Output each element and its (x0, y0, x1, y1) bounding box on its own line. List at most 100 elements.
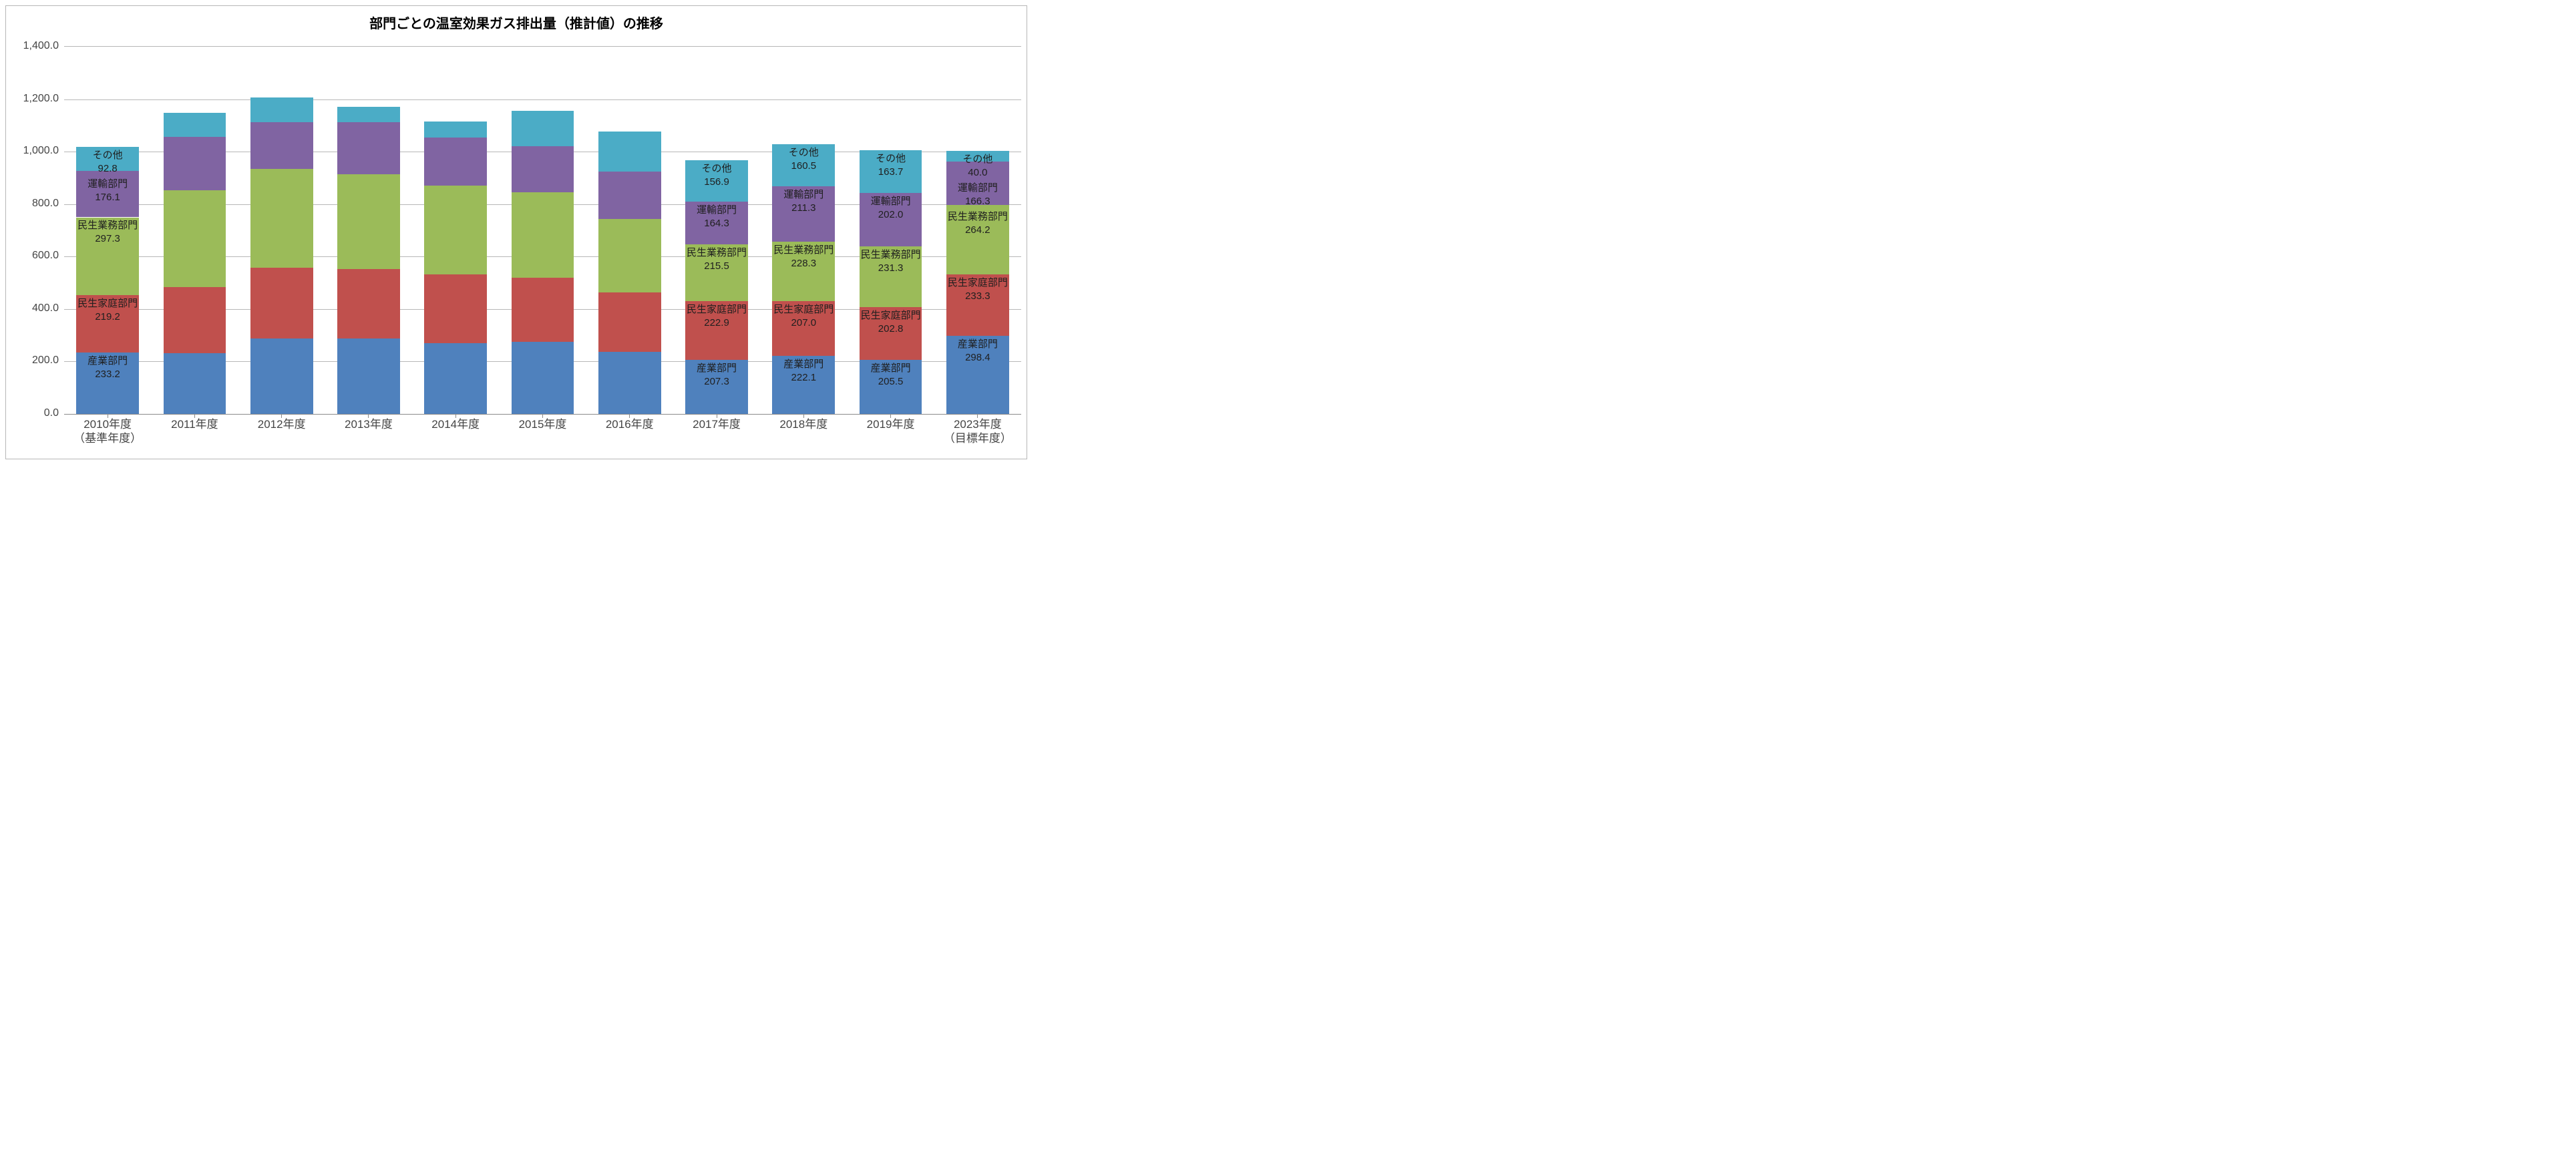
data-label-series-name: 運輸部門 (772, 188, 835, 202)
x-tick-label: 2023年度 （目標年度） (944, 417, 1012, 446)
data-label-series-name: 運輸部門 (685, 204, 748, 217)
x-tick-label: 2015年度 (519, 417, 567, 431)
bar-data-labels: その他156.9 運輸部門164.3 民生業務部門215.5 民生家庭部門222.9 産… (685, 47, 748, 414)
bar-segment (598, 352, 661, 415)
x-tick-label: 2014年度 (431, 417, 480, 431)
data-label-value: 222.1 (772, 371, 835, 385)
bar-segment (598, 219, 661, 292)
bar-segment (512, 146, 574, 193)
data-label-value: 205.5 (860, 375, 922, 389)
data-label-value: 233.2 (76, 368, 139, 381)
bar-segment (250, 169, 313, 268)
bar-segment (424, 138, 487, 186)
data-label-value: 231.3 (860, 262, 922, 275)
bar-segment (598, 292, 661, 351)
data-label-series-name: 民生業務部門 (76, 219, 139, 232)
plot-area: その他92.8運輸部門176.1民生業務部門297.3民生家庭部門219.2産業… (64, 46, 1021, 415)
data-label-value: 222.9 (685, 316, 748, 330)
bar-segment (250, 338, 313, 414)
bar-segment (250, 97, 313, 122)
y-tick-label: 600.0 (32, 250, 59, 262)
data-label-value: 156.9 (685, 176, 748, 189)
data-label-series-name: 民生家庭部門 (76, 297, 139, 310)
bar-segment (337, 107, 400, 123)
data-label-value: 298.4 (946, 351, 1009, 365)
y-tick-label: 1,000.0 (23, 145, 59, 157)
y-tick-label: 200.0 (32, 355, 59, 367)
x-tick-label: 2010年度 （基準年度） (73, 417, 142, 446)
bar-data-labels: その他92.8運輸部門176.1民生業務部門297.3民生家庭部門219.2産業… (76, 47, 139, 414)
x-tick-label: 2017年度 (693, 417, 741, 431)
data-label-series-name: 民生業務部門 (772, 244, 835, 257)
data-label-value: 166.3 (946, 195, 1009, 208)
bar-group (598, 47, 661, 414)
data-label-value: 211.3 (772, 202, 835, 215)
data-label-series-name: その他 (685, 162, 748, 176)
bar-segment (250, 122, 313, 169)
bar-group (424, 47, 487, 414)
data-label-series-name: 運輸部門 (860, 195, 922, 208)
data-label-value: 207.0 (772, 316, 835, 330)
bar-segment (512, 111, 574, 146)
data-label-series-name: 産業部門 (772, 358, 835, 371)
data-label-series-name: 産業部門 (860, 362, 922, 375)
data-label-value: 163.7 (860, 166, 922, 179)
bar-segment (424, 122, 487, 138)
data-label-series-name: その他 (860, 152, 922, 166)
bar-segment (164, 190, 226, 287)
bar-segment (164, 137, 226, 190)
bar-data-labels: その他163.7運輸部門202.0民生業務部門231.3民生家庭部門202.8産… (860, 47, 922, 414)
data-label-value: 233.3 (946, 290, 1009, 303)
x-tick-label: 2012年度 (258, 417, 306, 431)
data-label-value: 207.3 (685, 375, 748, 389)
bar-data-labels: その他40.0運輸部門166.3民生業務部門264.2民生家庭部門233.3産業… (946, 47, 1009, 414)
bar-segment (598, 132, 661, 172)
data-label-series-name: 民生家庭部門 (772, 303, 835, 316)
y-tick-label: 1,400.0 (23, 40, 59, 52)
bars-layer: その他92.8運輸部門176.1民生業務部門297.3民生家庭部門219.2産業… (64, 47, 1021, 414)
x-tick-label: 2018年度 (779, 417, 827, 431)
data-label-value: 297.3 (76, 232, 139, 246)
y-tick-label: 400.0 (32, 302, 59, 314)
data-label-series-name: 運輸部門 (946, 182, 1009, 195)
bar-group (250, 47, 313, 414)
bar-segment (512, 192, 574, 278)
data-label-series-name: 民生家庭部門 (685, 303, 748, 316)
x-tick-label: 2013年度 (345, 417, 393, 431)
data-label-series-name: 民生家庭部門 (946, 276, 1009, 290)
data-label-value: 202.8 (860, 322, 922, 336)
data-label-value: 215.5 (685, 260, 748, 273)
data-label-value: 228.3 (772, 257, 835, 270)
data-label-value: 264.2 (946, 224, 1009, 237)
bar-data-labels: その他160.5運輸部門211.3民生業務部門228.3民生家庭部門207.0産… (772, 47, 835, 414)
bar-segment (512, 278, 574, 341)
data-label-value: 176.1 (76, 191, 139, 204)
x-tick-label: 2011年度 (171, 417, 218, 431)
bar-segment (424, 343, 487, 414)
data-label-series-name: 民生家庭部門 (860, 309, 922, 322)
data-label-series-name: その他 (76, 149, 139, 162)
bar-segment (337, 122, 400, 174)
bar-segment (424, 274, 487, 343)
data-label-value: 92.8 (76, 162, 139, 176)
x-tick-label: 2019年度 (867, 417, 915, 431)
data-label-series-name: 産業部門 (76, 355, 139, 368)
data-label-series-name: 運輸部門 (76, 178, 139, 191)
x-tick-label: 2016年度 (606, 417, 654, 431)
bar-segment (512, 342, 574, 414)
x-axis: 2010年度 （基準年度） 2011年度 2012年度 2013年度 2014年度 201… (64, 417, 1021, 459)
data-label-series-name: 産業部門 (685, 362, 748, 375)
bar-segment (337, 174, 400, 269)
data-label-series-name: 産業部門 (946, 338, 1009, 351)
bar-group (337, 47, 400, 414)
data-label-series-name: 民生業務部門 (685, 246, 748, 260)
data-label-value: 202.0 (860, 208, 922, 222)
bar-segment (164, 353, 226, 414)
chart-title: 部門ごとの温室効果ガス排出量（推計値）の推移 (6, 6, 1027, 35)
data-label-value: 164.3 (685, 217, 748, 230)
bar-group (512, 47, 574, 414)
data-label-value: 40.0 (946, 166, 1009, 180)
bar-segment (250, 268, 313, 338)
data-label-value: 160.5 (772, 160, 835, 173)
y-tick-label: 1,200.0 (23, 93, 59, 105)
